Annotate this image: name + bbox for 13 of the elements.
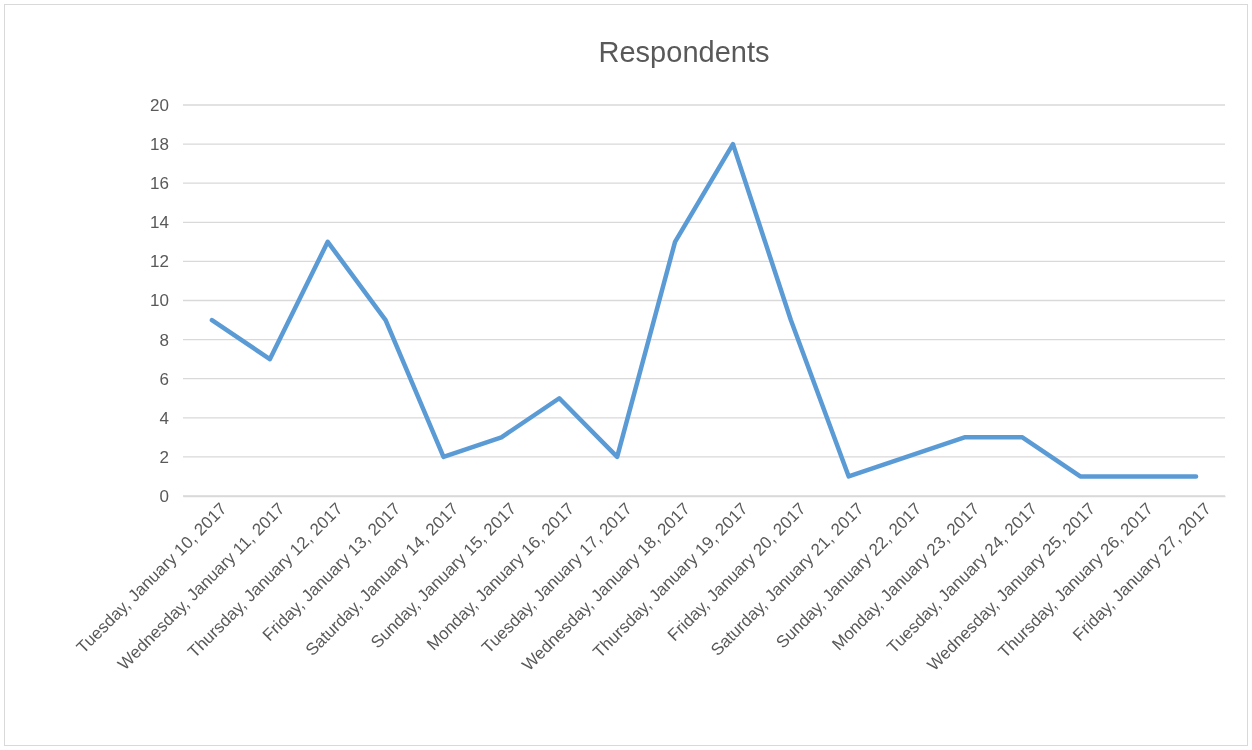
y-tick-label: 8 xyxy=(159,330,169,350)
y-tick-label: 0 xyxy=(159,486,169,506)
line-series xyxy=(209,141,1199,479)
y-tick-label: 4 xyxy=(159,408,169,428)
y-tick-label: 10 xyxy=(150,291,169,311)
y-tick-label: 20 xyxy=(150,95,169,115)
y-tick-label: 16 xyxy=(150,174,169,194)
chart-title: Respondents xyxy=(598,36,770,68)
y-tick-label: 18 xyxy=(150,135,169,155)
y-tick-label: 2 xyxy=(159,447,169,467)
y-tick-label: 12 xyxy=(150,252,169,272)
y-tick-label: 14 xyxy=(150,213,169,233)
y-tick-label: 6 xyxy=(159,369,169,389)
